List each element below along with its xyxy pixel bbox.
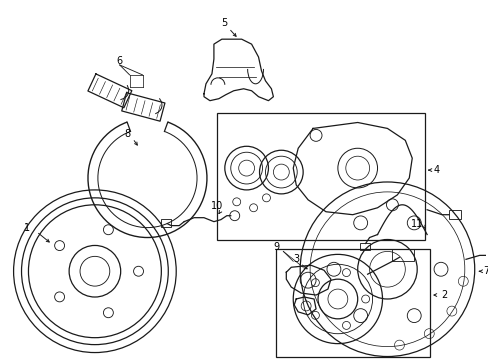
Bar	[161, 219, 171, 226]
Text: 11: 11	[410, 219, 423, 229]
Text: 7: 7	[483, 266, 488, 276]
Text: 8: 8	[124, 129, 130, 139]
Text: 6: 6	[117, 56, 122, 66]
Text: 5: 5	[220, 18, 226, 28]
Bar	[486, 249, 488, 261]
Text: 10: 10	[210, 201, 223, 211]
Bar	[276, 249, 429, 356]
Text: 2: 2	[440, 290, 446, 300]
Text: 1: 1	[24, 222, 30, 233]
Bar	[448, 210, 460, 219]
Text: 9: 9	[273, 242, 279, 252]
Text: 3: 3	[293, 254, 299, 264]
Bar	[391, 249, 413, 261]
Bar	[359, 243, 369, 251]
Text: 4: 4	[433, 165, 439, 175]
Bar	[217, 113, 424, 239]
